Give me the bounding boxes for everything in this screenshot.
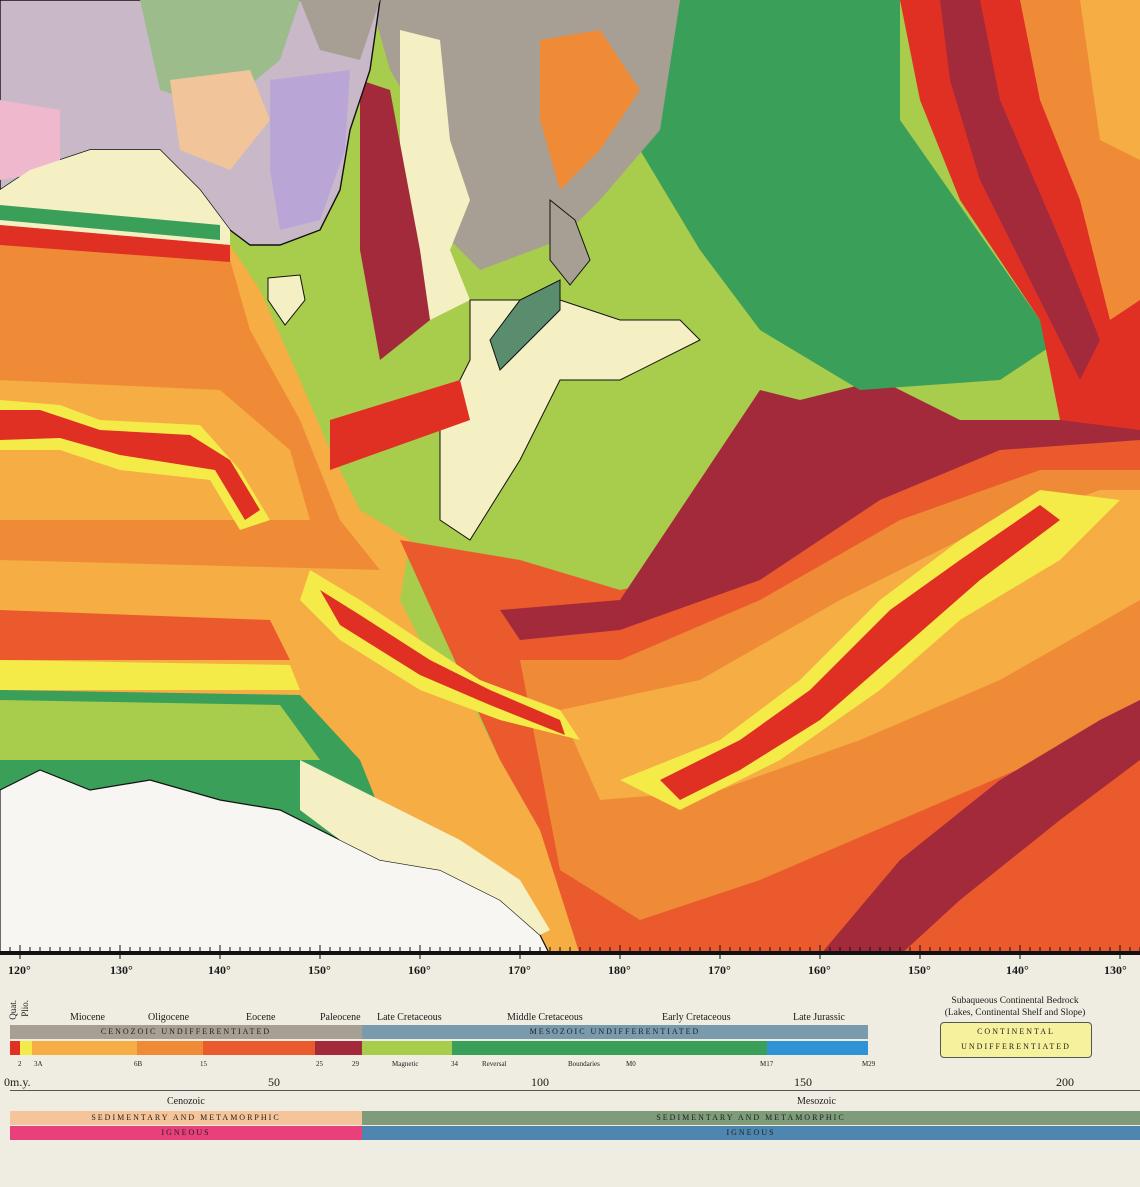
mesozoic-undiff-bar [362,1025,868,1039]
aus-margin-green [0,205,220,240]
age-bar-late-jurassic [767,1041,868,1055]
epoch-early-cretaceous: Early Cretaceous [662,1012,731,1023]
tasman-red-ridge [330,380,470,470]
sed-meta-cenozoic-label: SEDIMENTARY AND METAMORPHIC [91,1113,281,1122]
anomaly-number: 25 [316,1060,323,1068]
longitude-label: 130° [110,963,133,977]
cenozoic-undiff-label: CENOZOIC UNDIFFERENTIATED [100,1027,272,1036]
tasman-dark-red [360,80,430,360]
boundaries-label: Boundaries [568,1060,600,1068]
time-axis-line [10,1090,1140,1091]
epoch-late-cretaceous: Late Cretaceous [377,1012,442,1023]
ridge-yellow-south [300,570,580,740]
anomaly-number: M17 [760,1060,774,1068]
band-yellow-sw [0,660,300,690]
epoch-quat: Quat. [8,1000,18,1020]
epoch-middle-cretaceous: Middle Cretaceous [507,1012,583,1023]
ocean-crust-green-ne [640,0,1060,390]
tasmania [267,274,306,326]
ridge-red-south [320,590,565,735]
age-bar-paleocene [315,1041,362,1055]
sed-meta-mesozoic-bar [362,1111,1140,1125]
longitude-label: 170° [708,963,731,977]
longitude-label: 130° [1104,963,1127,977]
sed-meta-cenozoic-bar [10,1111,362,1125]
age-bar-eocene [203,1041,315,1055]
longitude-label: 140° [1006,963,1029,977]
longitude-label: 120° [8,963,31,977]
age-bar-late-cretaceous [362,1041,452,1055]
mesozoic-undiff-label: MESOZOIC UNDIFFERENTIATED [529,1027,701,1036]
continental-title-2: (Lakes, Continental Shelf and Slope) [944,1008,1086,1018]
age-bar-oligocene [137,1041,203,1055]
time-zero: 0m.y. [4,1075,31,1089]
anomaly-number: 29 [352,1060,359,1068]
age-bar-mid-early-cretaceous [452,1041,767,1055]
fringe-dark-red-east [500,380,1140,640]
new-zealand-south-island [489,279,561,371]
time-200: 200 [1056,1075,1074,1089]
igneous-cenozoic-bar [10,1126,362,1140]
longitude-label: 140° [208,963,231,977]
ocean-crust-lightorange-ne [1080,0,1140,160]
anomaly-number: M0 [626,1060,636,1068]
australia-purple-east [270,70,350,230]
longitude-label: 170° [508,963,531,977]
longitude-label: 160° [408,963,431,977]
australia-pink-west [0,100,60,180]
longitude-scale-ticks [9,945,1140,959]
cenozoic-undiff-bar [10,1025,362,1039]
band-yellowgreen-sw [0,700,320,760]
anomaly-number: M29 [862,1060,876,1068]
anomaly-number: 2 [18,1060,22,1068]
longitude-label: 160° [808,963,831,977]
continental-box-line2: UNDIFFERENTIATED [961,1042,1071,1051]
time-50: 50 [268,1075,280,1089]
epoch-oligocene: Oligocene [148,1012,190,1023]
fringe-dark-red-se [820,700,1140,955]
ridge-red-west [0,410,260,520]
epoch-plio: Plio. [20,1000,30,1017]
anomaly-number: 6B [134,1060,143,1068]
reversal-label: Reversal [482,1060,507,1068]
anomaly-number: 15 [200,1060,207,1068]
longitude-label: 180° [608,963,631,977]
longitude-label: 150° [908,963,931,977]
age-bar-plio [20,1041,32,1055]
australia-peach-basin [170,70,270,170]
magnetic-label: Magnetic [392,1060,419,1068]
fringe-dark-red-ne [940,0,1100,380]
australia-gray-north [300,0,380,60]
anomaly-number: 3A [34,1060,43,1068]
antarctic-shelf [300,760,550,935]
tasman-orange [540,30,640,190]
epoch-paleocene: Paleocene [320,1012,361,1023]
band-red-sw [0,610,290,660]
igneous-cenozoic-label: IGNEOUS [161,1128,211,1137]
time-150: 150 [794,1075,812,1089]
igneous-mesozoic-label: IGNEOUS [726,1128,776,1137]
epoch-eocene: Eocene [246,1012,276,1023]
new-zealand-north-island [549,198,591,286]
epoch-miocene: Miocene [70,1012,105,1023]
ridge-red-east [660,505,1060,800]
age-bar-quat [10,1041,20,1055]
sed-meta-mesozoic-label: SEDIMENTARY AND METAMORPHIC [656,1113,846,1122]
aus-margin-red [0,225,230,262]
mesozoic-label: Mesozoic [797,1096,836,1107]
igneous-mesozoic-bar [362,1126,1140,1140]
epoch-late-jurassic: Late Jurassic [793,1012,845,1023]
geologic-map [0,0,1140,955]
anomaly-number: 34 [451,1060,458,1068]
continental-box-line1: CONTINENTAL [977,1027,1055,1036]
continental-legend-box [940,1022,1092,1058]
time-100: 100 [531,1075,549,1089]
cenozoic-label: Cenozoic [167,1096,205,1107]
continental-title-1: Subaqueous Continental Bedrock [951,996,1079,1006]
longitude-label: 150° [308,963,331,977]
age-bar-miocene [32,1041,137,1055]
